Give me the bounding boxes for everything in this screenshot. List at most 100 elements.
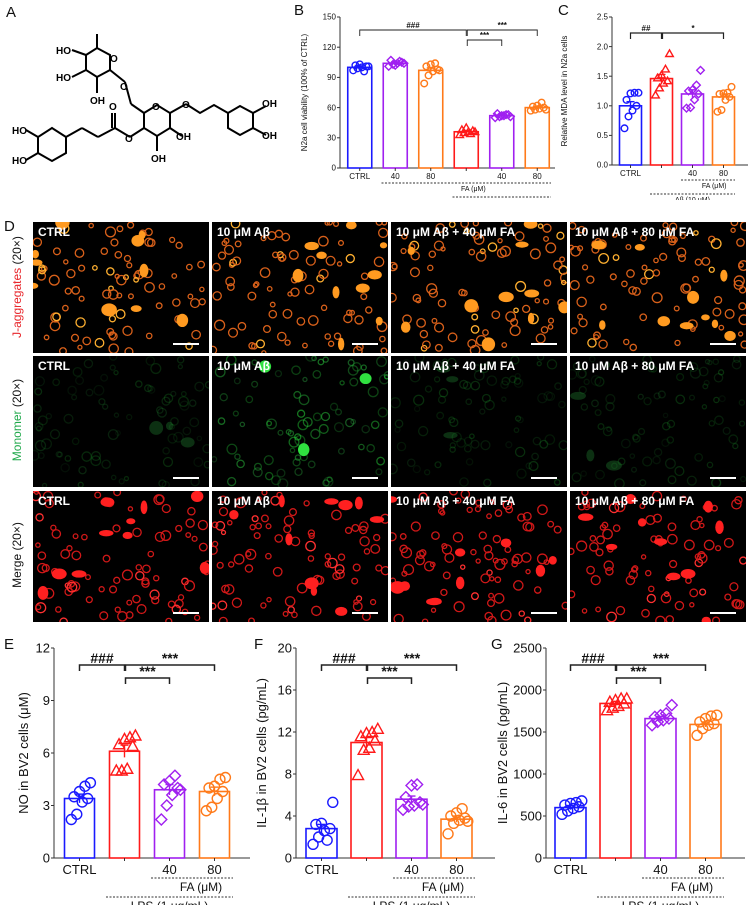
data-point-triangle <box>656 69 667 79</box>
micrograph-caption: 10 μM Aβ <box>217 225 270 239</box>
y-axis-label: N2a cell viability (100% of CTRL) <box>300 33 309 151</box>
y-tick-label: 8 <box>285 766 292 781</box>
data-point-triangle <box>120 761 134 774</box>
significance-label: *** <box>404 650 421 666</box>
y-tick-label: 150 <box>323 13 337 22</box>
data-point-circle <box>723 88 732 97</box>
y-tick-label: 30 <box>327 133 336 142</box>
micrograph-caption: CTRL <box>38 225 70 239</box>
svg-text:O: O <box>110 54 118 65</box>
chart-b-cell-viability: 0 30 60 90 120 150 N2a cell viability (100% of… <box>300 13 555 198</box>
data-point-diamond <box>505 111 516 122</box>
panel-label-g: G <box>491 636 503 653</box>
significance-label: *** <box>139 663 156 679</box>
x-tick-label: CTRL <box>63 862 97 877</box>
data-point-circle <box>715 89 724 98</box>
significance-bracket <box>629 32 663 39</box>
bar-group <box>350 721 385 859</box>
svg-text:O: O <box>182 100 190 111</box>
bar-group <box>711 82 736 166</box>
y-tick-label: 0 <box>43 850 50 865</box>
data-point-diamond <box>416 797 430 811</box>
group-label: FA (μM) <box>702 183 727 190</box>
bar <box>153 788 186 859</box>
significance-bracket <box>320 664 368 671</box>
y-axis-label: Relative MDA level in N2a cells <box>560 36 569 147</box>
bar-group <box>599 691 634 859</box>
data-point-diamond <box>501 109 511 120</box>
data-point-diamond <box>160 799 174 812</box>
micrograph-monomer-3: 10 μM Aβ + 40 μM FA <box>391 356 567 487</box>
data-point-triangle <box>125 739 140 752</box>
data-point-circle <box>628 106 637 115</box>
svg-text:OH: OH <box>90 96 105 107</box>
data-point-circle <box>528 102 537 111</box>
data-point-circle <box>576 795 588 807</box>
micrograph-j-aggregates-4: 10 μM Aβ + 80 μM FA <box>570 222 746 353</box>
micrograph-merge-4: 10 μM Aβ + 80 μM FA <box>570 491 746 622</box>
bar <box>382 62 409 169</box>
data-point-triangle <box>368 733 382 746</box>
chart-e-no-level: 0 3 6 9 12 NO in BV2 cells (μM) CTRL 40 80 FA (μM… <box>16 640 250 905</box>
data-point-triangle <box>461 122 472 132</box>
data-point-diamond <box>154 813 168 826</box>
data-point-circle <box>422 62 431 71</box>
x-tick-label: 40 <box>162 862 176 877</box>
data-point-circle <box>620 124 629 133</box>
micrograph-caption: 10 μM Aβ <box>217 494 270 508</box>
data-point-circle <box>717 105 726 114</box>
bar-group <box>63 777 97 859</box>
bar-group <box>305 796 339 859</box>
data-point-circle <box>214 773 226 785</box>
data-point-circle <box>203 782 215 794</box>
data-point-circle <box>447 817 460 830</box>
chart-g-il6-level: 0 500 1000 1500 2000 2500 IL-6 in BV2 cells (p… <box>495 640 745 905</box>
data-point-circle <box>442 828 454 840</box>
bar <box>689 723 722 859</box>
y-tick-label: 2.0 <box>597 42 609 51</box>
y-tick-label: 1.5 <box>597 72 609 81</box>
bar-group <box>689 709 723 859</box>
significance-label: *** <box>381 663 398 679</box>
data-point-circle <box>324 822 336 835</box>
data-point-circle <box>713 107 722 116</box>
row-label-j-aggregates: J-aggregates (20×) <box>10 236 24 338</box>
data-point-diamond <box>396 803 410 817</box>
data-point-triangle <box>662 75 673 85</box>
data-point-circle <box>219 771 232 784</box>
y-axis-label: NO in BV2 cells (μM) <box>16 692 31 814</box>
bar-group <box>618 88 643 166</box>
svg-text:HO: HO <box>12 126 27 137</box>
micrograph-merge-3: 10 μM Aβ + 40 μM FA <box>391 491 567 622</box>
significance-label: ### <box>90 650 114 666</box>
micrograph-caption: 10 μM Aβ + 80 μM FA <box>575 225 695 239</box>
scale-bar <box>352 343 378 345</box>
scale-bar <box>710 343 736 345</box>
data-point-circle <box>719 89 728 98</box>
data-point-triangle <box>620 691 634 704</box>
bar <box>198 790 231 859</box>
significance-bracket <box>466 29 538 36</box>
bar-group <box>153 769 187 859</box>
svg-text:OH: OH <box>176 132 191 143</box>
x-tick-label: CTRL <box>554 862 588 877</box>
data-point-triangle <box>123 730 137 743</box>
data-point-circle <box>526 106 535 115</box>
data-point-triangle <box>356 742 371 756</box>
data-point-circle <box>694 716 706 728</box>
x-tick-label: 80 <box>449 862 463 877</box>
significance-bracket <box>78 664 126 671</box>
micrograph-caption: 10 μM Aβ + 40 μM FA <box>396 494 516 508</box>
significance-label: ### <box>332 650 356 666</box>
data-point-circle <box>711 709 723 721</box>
bar <box>599 702 632 859</box>
y-tick-label: 0.0 <box>597 161 609 170</box>
data-point-diamond <box>157 778 171 791</box>
data-point-circle <box>315 817 328 830</box>
micrograph-caption: 10 μM Aβ <box>217 359 270 373</box>
data-point-circle <box>208 780 221 792</box>
data-point-triangle <box>469 126 480 136</box>
micrograph-caption: CTRL <box>38 359 70 373</box>
data-point-diamond <box>691 80 702 90</box>
panel-label-b: B <box>294 2 305 19</box>
